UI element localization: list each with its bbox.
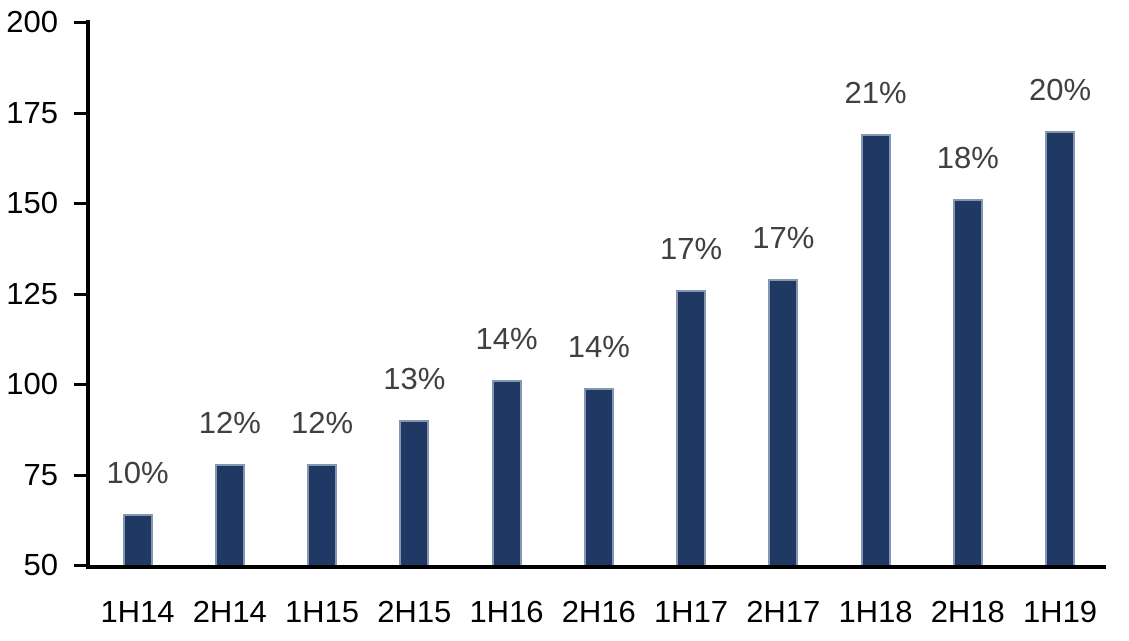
x-axis-category-label: 1H19 — [1022, 594, 1098, 629]
x-axis-category-label: 2H16 — [561, 594, 636, 629]
bar-1H14 — [122, 514, 153, 565]
x-axis-category-label: 2H14 — [192, 594, 267, 629]
y-axis-tick — [74, 383, 86, 386]
bar-data-label: 14% — [475, 321, 538, 357]
y-axis-tick-label: 75 — [23, 456, 58, 492]
x-axis-category-label: 1H17 — [653, 594, 729, 629]
y-axis-tick-label: 125 — [6, 275, 58, 311]
y-axis-tick — [74, 564, 86, 567]
x-axis-category-label: 1H16 — [469, 594, 544, 629]
y-axis-tick-label: 100 — [6, 366, 58, 401]
y-axis-tick-label: 200 — [6, 4, 58, 39]
bar-1H19 — [1045, 130, 1075, 565]
bar-data-label: 18% — [936, 140, 999, 176]
y-axis-line — [86, 20, 90, 569]
bar-data-label: 20% — [1028, 71, 1092, 107]
bar-data-label: 13% — [383, 361, 446, 397]
bar-2H16 — [583, 387, 614, 565]
bar-data-label: 10% — [106, 455, 169, 491]
x-axis-category-label: 1H18 — [838, 594, 913, 629]
x-axis-category-label: 2H17 — [746, 594, 821, 629]
y-axis-tick — [74, 21, 86, 24]
bar-data-label: 17% — [659, 230, 723, 266]
y-axis-tick-label: 50 — [23, 547, 58, 582]
bar-1H17 — [676, 289, 706, 565]
x-axis-category-label: 1H14 — [100, 594, 175, 629]
x-axis-line — [86, 565, 1106, 569]
y-axis-tick — [74, 473, 86, 477]
y-axis-tick-label: 150 — [6, 185, 58, 220]
x-axis-category-label: 2H15 — [377, 594, 452, 629]
bar-data-label: 12% — [290, 404, 354, 440]
y-axis-tick — [74, 202, 86, 205]
bar-2H14 — [214, 463, 245, 565]
bar-2H17 — [768, 279, 799, 565]
y-axis-tick — [74, 292, 86, 296]
y-axis-tick-label: 175 — [6, 94, 58, 130]
bar-1H16 — [491, 380, 522, 565]
bar-data-label: 21% — [844, 75, 907, 111]
y-axis-tick — [74, 111, 86, 115]
bar-data-label: 17% — [752, 220, 815, 256]
bar-1H15 — [307, 463, 337, 565]
bar-data-label: 12% — [198, 404, 261, 440]
bar-1H18 — [860, 134, 891, 565]
bar-data-label: 14% — [567, 328, 630, 364]
bar-2H15 — [399, 420, 430, 565]
bar-2H18 — [952, 199, 983, 565]
x-axis-category-label: 2H18 — [930, 594, 1005, 629]
x-axis-category-label: 1H15 — [284, 594, 360, 629]
